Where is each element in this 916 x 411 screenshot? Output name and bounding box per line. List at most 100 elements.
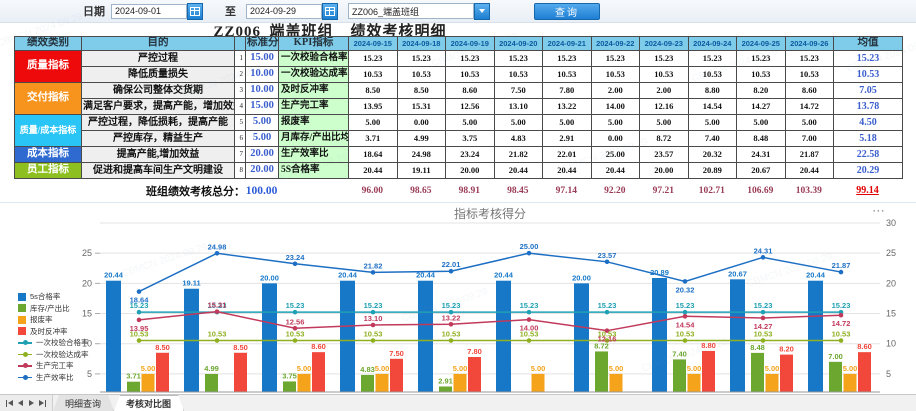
chart-data-label: 4.83 [360,365,375,374]
chart-line-marker [370,270,376,275]
calendar-icon[interactable] [187,2,203,20]
chevron-down-icon [479,9,485,13]
prev-sheet-icon[interactable] [15,398,26,409]
category-cell: 员工指标 [14,162,82,179]
legend-item[interactable]: 生产完工率 [18,360,89,372]
chart-data-label: 10.53 [676,330,695,339]
kpi-name-cell: 5S合格率 [278,162,349,179]
date-from-input[interactable] [111,3,187,19]
calendar-icon[interactable] [322,2,338,20]
legend-item[interactable]: 一次校验达成率 [18,349,89,361]
chart-line [138,310,842,332]
value-cell: 2.00 [590,82,640,99]
legend-item[interactable]: 一次校验合格率 [18,337,89,349]
mean-cell: 13.78 [833,98,903,115]
value-cell: 8.72 [639,130,689,147]
legend-item[interactable]: 报废率 [18,314,89,326]
chart-bar [702,350,715,392]
col-header-date: 2024-09-26 [784,36,834,51]
chart-bar [234,352,247,392]
chart-bar [751,352,764,392]
col-header-kpi: KPI指标 [278,36,349,51]
chart-data-label: 10.53 [754,330,773,339]
legend-swatch-icon [18,304,26,313]
first-sheet-icon[interactable] [4,398,15,409]
chart-bar [468,356,481,392]
total-daily-score: 98.45 [507,185,529,196]
chart-data-label: 23.57 [598,251,617,260]
chart-line-marker [136,309,142,315]
legend-swatch-icon [18,339,32,347]
chart-data-label: 15.23 [676,301,695,310]
kpi-name-cell: 生产效率比 [278,146,349,163]
value-cell: 14.27 [736,98,786,115]
group-select[interactable]: ZZ006_端盖班组 [348,3,474,19]
purpose-cell: 严控过程，降低损耗，提高产能 [81,114,235,131]
value-cell: 20.00 [639,162,689,179]
value-cell: 14.72 [784,98,834,115]
select-dropdown-icon[interactable] [474,2,490,20]
chart-bar [496,280,511,392]
legend-label: 一次校验达成率 [36,349,89,359]
last-sheet-icon[interactable] [37,398,48,409]
legend-item[interactable]: 5s合格率 [18,291,89,303]
value-cell: 19.11 [396,162,446,179]
date-to-input[interactable] [246,3,322,19]
chart-bar [283,381,296,392]
chart-data-label: 5.00 [609,364,624,373]
col-header-date: 2024-09-22 [590,36,640,51]
tab-comparison-chart[interactable]: 考核对比图 [114,395,184,411]
chart-line-marker [604,338,610,343]
value-cell: 15.23 [542,50,592,67]
chart-data-label: 15.23 [208,301,227,310]
search-button[interactable]: 查询 [534,2,600,20]
row-number-cell: 3 [234,82,246,99]
value-cell: 24.31 [736,146,786,163]
value-cell: 23.24 [445,146,495,163]
col-header-date: 2024-09-21 [542,36,592,51]
chart-data-label: 12.16 [598,335,617,344]
calendar-glyph [190,6,200,16]
value-cell: 15.23 [590,50,640,67]
total-daily-score: 97.14 [555,185,577,196]
legend-swatch-icon [18,350,32,358]
totals-row: 班组绩效考核总分： 100.00 96.00 98.65 98.91 98.45 97.14… [14,183,902,198]
col-header-num [234,36,246,51]
value-cell: 15.23 [736,50,786,67]
chart-data-label: 5.00 [297,364,312,373]
value-cell: 0.00 [396,114,446,131]
chart-data-label: 14.54 [676,320,696,329]
chart-line-marker [838,269,844,275]
chart-data-label: 8.80 [701,341,716,350]
row-number-cell: 6 [234,130,246,147]
standard-score-cell: 20.00 [245,162,279,179]
kpi-name-cell: 及时反冲率 [278,82,349,99]
legend-label: 5s合格率 [30,292,61,302]
next-sheet-icon[interactable] [26,398,37,409]
chart-line-marker [682,309,688,315]
date-label: 日期 [83,6,105,18]
chart-bar [106,280,121,392]
chart-data-label: 15.23 [832,301,851,310]
value-cell: 18.64 [348,146,398,163]
col-header-standard: 标准分 [245,36,279,51]
legend-item[interactable]: 及时反冲率 [18,326,89,338]
chart-data-label: 13.95 [130,324,149,333]
tab-detail-query[interactable]: 明细查询 [53,395,114,411]
chart-data-label: 22.01 [442,260,461,269]
legend-item[interactable]: 库存/产出比 [18,303,89,315]
chart-bar [687,373,701,392]
legend-swatch-icon [18,362,32,370]
value-cell: 20.89 [687,162,737,179]
legend-item[interactable]: 生产效率比 [18,372,89,384]
value-cell: 10.53 [639,66,689,83]
chart-menu-icon[interactable]: ⋯ [872,203,886,218]
value-cell: 15.31 [396,98,446,115]
value-cell: 20.32 [687,146,737,163]
standard-score-cell: 5.00 [245,114,279,131]
col-header-date: 2024-09-19 [445,36,495,51]
chart-line-marker [214,338,220,343]
mean-cell: 10.53 [833,66,903,83]
standard-score-cell: 10.00 [245,82,279,99]
value-cell: 8.60 [445,82,495,99]
